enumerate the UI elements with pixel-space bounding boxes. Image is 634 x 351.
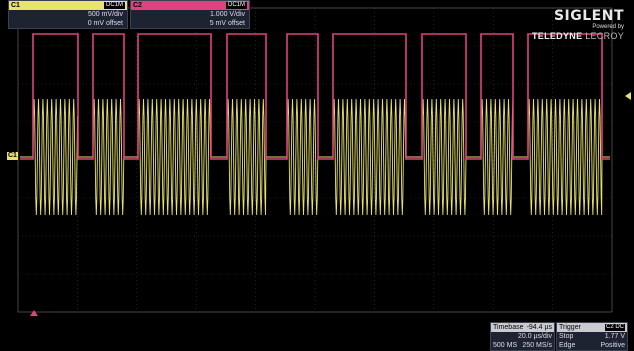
trigger-box[interactable]: Trigger C2 DC Stop 1.77 V Edge Positive: [556, 322, 628, 351]
logo-teledyne: TELEDYNE: [531, 31, 583, 41]
c1-header: C1 DC1M: [9, 1, 127, 10]
logo-brand: SIGLENT: [553, 8, 624, 24]
c1-offset: 0 mV offset: [87, 20, 123, 27]
trigger-level-marker-icon[interactable]: [625, 92, 631, 100]
timebase-box[interactable]: Timebase -94.4 µs 20.0 µs/div 500 MS 250…: [490, 322, 555, 351]
trigger-row-1: Stop 1.77 V: [557, 332, 627, 341]
c2-offset: 5 mV offset: [209, 20, 245, 27]
logo-powered-by: Powered by: [592, 24, 624, 30]
trigger-label: Trigger: [559, 324, 581, 331]
timebase-tdiv: 20.0 µs/div: [518, 333, 552, 340]
c1-offset-marker[interactable]: C1: [7, 152, 18, 160]
c2-channel-box[interactable]: C2 DC1M 1.000 V/div 5 mV offset: [130, 0, 250, 29]
trigger-title: Trigger C2 DC: [557, 323, 627, 332]
c1-channel-box[interactable]: C1 DC1M 500 mV/div 0 mV offset: [8, 0, 128, 29]
logo-teledyne-lecroy: TELEDYNE LECROY: [532, 31, 624, 41]
c1-waveform: [20, 98, 610, 216]
c2-vdiv: 1.000 V/div: [209, 11, 245, 18]
logo-lecroy: LECROY: [585, 31, 624, 41]
c1-vdiv: 500 mV/div: [87, 11, 123, 18]
c2-waveform: [20, 33, 610, 160]
timebase-delay: -94.4 µs: [526, 324, 552, 331]
timebase-rate: 250 MS/s: [522, 342, 552, 349]
timebase-title: Timebase -94.4 µs: [491, 323, 554, 332]
timebase-row-1: 20.0 µs/div: [491, 332, 554, 341]
trigger-row-2: Edge Positive: [557, 341, 627, 350]
trigger-type: Edge: [559, 342, 576, 349]
trigger-mode: Stop: [559, 333, 574, 340]
siglent-logo: SIGLENT Powered by TELEDYNE LECROY: [532, 8, 624, 41]
timebase-label: Timebase: [493, 324, 524, 331]
trigger-slope: Positive: [600, 342, 625, 349]
trigger-level: 1.77 V: [604, 333, 625, 340]
trigger-position-marker-icon[interactable]: [30, 310, 38, 316]
c2-coupling: DC1M: [225, 2, 247, 9]
timebase-memory: 500 MS: [493, 342, 518, 349]
timebase-row-2: 500 MS 250 MS/s: [491, 341, 554, 350]
trigger-source: C2 DC: [604, 324, 625, 331]
c2-name: C2: [133, 2, 142, 9]
graticule: [17, 7, 613, 313]
c1-name: C1: [11, 2, 20, 9]
graticule-frame: [17, 7, 613, 313]
c1-coupling: DC1M: [103, 2, 125, 9]
c2-header: C2 DC1M: [131, 1, 249, 10]
